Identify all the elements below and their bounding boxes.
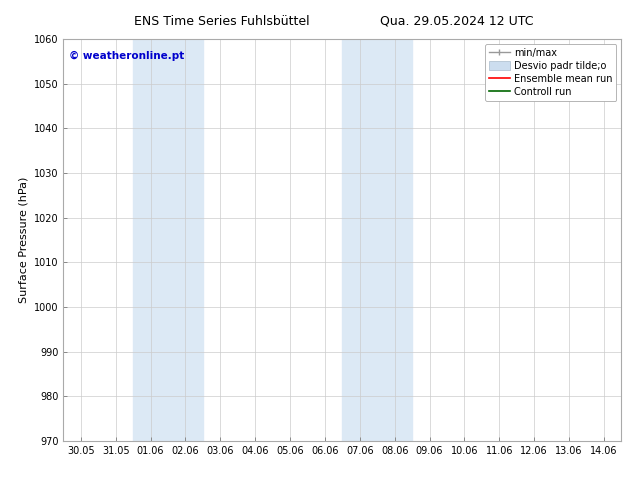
Bar (342, 39, 412, 441)
Text: ENS Time Series Fuhlsbüttel: ENS Time Series Fuhlsbüttel (134, 15, 310, 28)
Legend: min/max, Desvio padr tilde;o, Ensemble mean run, Controll run: min/max, Desvio padr tilde;o, Ensemble m… (485, 44, 616, 100)
Text: Qua. 29.05.2024 12 UTC: Qua. 29.05.2024 12 UTC (380, 15, 533, 28)
Y-axis label: Surface Pressure (hPa): Surface Pressure (hPa) (18, 177, 29, 303)
Text: © weatheronline.pt: © weatheronline.pt (69, 51, 184, 61)
Bar (133, 39, 203, 441)
